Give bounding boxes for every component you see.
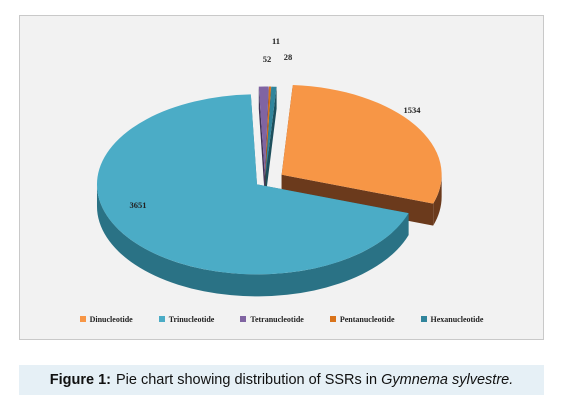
legend-swatch <box>79 316 86 322</box>
legend-label: Dinucleotide <box>89 314 133 324</box>
pie-cut-tetranucleotide <box>258 86 265 199</box>
pie-tops <box>96 84 442 275</box>
pie-slice-hexanucleotide <box>265 86 277 177</box>
pie-side-trinucleotide <box>96 184 409 297</box>
caption-label: Figure 1: <box>49 372 111 388</box>
chart-legend: Dinucleotide Trinucleotide Tetranucleotide… <box>19 309 544 329</box>
legend-item-hexanucleotide: Hexanucleotide <box>420 314 484 324</box>
legend-swatch <box>420 316 427 322</box>
data-label-trinucleotide: 3651 <box>130 200 147 210</box>
legend-label: Trinucleotide <box>168 314 215 324</box>
data-label-tetranucleotide: 52 <box>263 54 272 64</box>
legend-label: Pentanucleotide <box>339 314 395 324</box>
legend-swatch <box>158 316 165 322</box>
pie-slice-dinucleotide <box>281 84 442 204</box>
legend-swatch <box>240 316 247 322</box>
legend-label: Hexanucleotide <box>430 314 484 324</box>
pie-slice-trinucleotide <box>96 94 409 275</box>
pie-side-dinucleotide <box>433 174 442 226</box>
data-label-dinucleotide: 1534 <box>404 105 422 115</box>
chart-frame: 1534 3651 52 11 28 <box>19 15 544 340</box>
legend-item-pentanucleotide: Pentanucleotide <box>329 314 395 324</box>
pie-slice-pentanucleotide <box>265 86 272 177</box>
data-label-hexanucleotide: 28 <box>284 52 293 62</box>
legend-item-tetranucleotide: Tetranucleotide <box>240 314 304 324</box>
pie-slice-tetranucleotide <box>258 86 269 177</box>
legend-item-trinucleotide: Trinucleotide <box>158 314 215 324</box>
data-label-pentanucleotide: 11 <box>272 36 280 46</box>
legend-label: Tetranucleotide <box>250 314 304 324</box>
legend-swatch <box>329 316 336 322</box>
legend-item-dinucleotide: Dinucleotide <box>79 314 133 324</box>
caption-text: Pie chart showing distribution of SSRs i… <box>115 372 378 388</box>
caption-species: Gymnema sylvestre. <box>381 372 514 388</box>
figure-caption: Figure 1: Pie chart showing distribution… <box>19 365 544 395</box>
pie-cut-hexanucleotide <box>265 86 277 199</box>
